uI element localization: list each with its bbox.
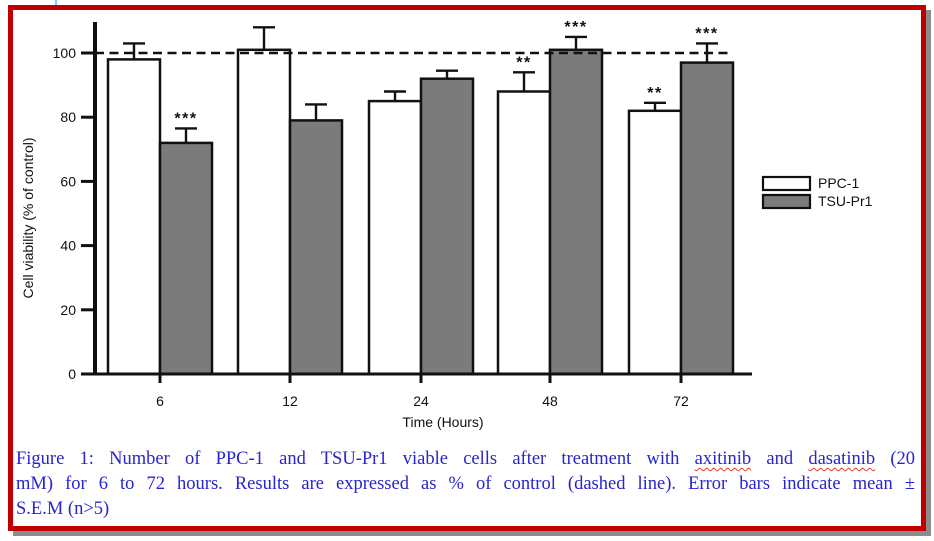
- legend-swatch-PPC-1: [761, 175, 812, 192]
- x-tick-label: 72: [673, 393, 689, 409]
- legend-label-TSU-Pr1: TSU-Pr1: [818, 193, 873, 209]
- bar-PPC-1-24h: [367, 99, 423, 376]
- significance-stars: ***: [564, 19, 587, 36]
- legend-label-PPC-1: PPC-1: [818, 175, 859, 191]
- caption-line-2: mM) for 6 to 72 hours. Results are expre…: [16, 474, 915, 494]
- significance-stars: **: [516, 54, 531, 71]
- significance-stars: ***: [174, 110, 197, 127]
- x-axis-title: Time (Hours): [402, 414, 483, 430]
- x-tick-label: 48: [542, 393, 558, 409]
- x-tick-label: 6: [156, 393, 164, 409]
- bar-TSU-Pr1-12h: [288, 119, 344, 376]
- x-tick-label: 12: [282, 393, 298, 409]
- bar-PPC-1-12h: [236, 48, 292, 376]
- misspelled-word-axitinib: axitinib: [694, 449, 752, 469]
- bar-TSU-Pr1-6h: [158, 141, 214, 376]
- caption-line-3: S.E.M (n>5): [16, 499, 110, 519]
- y-tick-label: 80: [60, 109, 76, 125]
- legend-swatch-TSU-Pr1: [761, 193, 812, 210]
- significance-stars: **: [647, 85, 662, 102]
- significance-stars: ***: [695, 25, 718, 42]
- caption-line-1: Figure 1: Number of PPC-1 and TSU-Pr1 vi…: [16, 447, 915, 472]
- bar-TSU-Pr1-24h: [419, 77, 475, 376]
- selection-artifact: [55, 0, 57, 6]
- y-tick-label: 20: [60, 302, 76, 318]
- caption-text: (20: [875, 449, 915, 469]
- y-tick-label: 60: [60, 173, 76, 189]
- figure-caption: Figure 1: Number of PPC-1 and TSU-Pr1 vi…: [16, 447, 915, 522]
- caption-text: and: [751, 449, 809, 469]
- bar-PPC-1-48h: [496, 90, 552, 376]
- x-tick-label: 24: [413, 393, 429, 409]
- misspelled-word-dasatinib: dasatinib: [808, 449, 876, 469]
- caption-text: Figure 1: Number of PPC-1 and TSU-Pr1 vi…: [16, 449, 695, 469]
- bar-PPC-1-6h: [106, 58, 162, 376]
- y-tick-label: 100: [53, 45, 77, 61]
- y-tick-label: 0: [68, 366, 76, 382]
- y-tick-label: 40: [60, 238, 76, 254]
- bar-PPC-1-72h: [627, 109, 683, 376]
- bar-TSU-Pr1-48h: [548, 48, 604, 376]
- bar-TSU-Pr1-72h: [679, 61, 735, 376]
- figure-border-frame: ** ** *** *** *** 0 20 40 60 80 100 6 12 24 48 72 Time (…: [8, 5, 926, 531]
- y-axis-title: Cell viability (% of control): [20, 137, 36, 298]
